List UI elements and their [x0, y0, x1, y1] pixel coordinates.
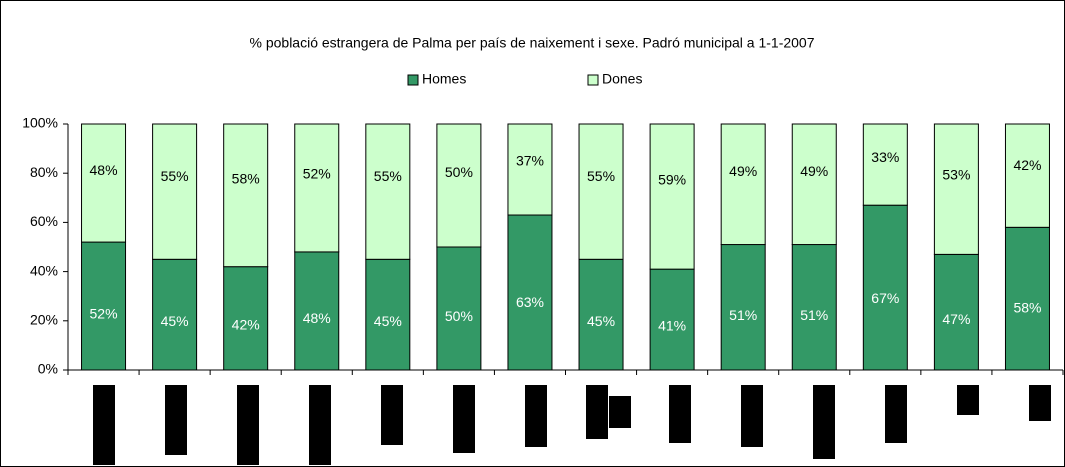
data-label: 49%: [800, 163, 828, 179]
redaction: [525, 385, 547, 447]
redaction: [741, 385, 763, 447]
redaction: [609, 396, 631, 428]
data-label: 51%: [729, 307, 757, 323]
legend-swatch: [407, 74, 419, 86]
redaction: [237, 385, 259, 465]
data-label: 55%: [374, 168, 402, 184]
bar-segment: [578, 123, 624, 260]
bar-segment: [223, 123, 269, 268]
bar-segment: [81, 241, 127, 371]
redaction: [453, 385, 475, 453]
data-label: 50%: [445, 308, 473, 324]
data-label: 42%: [232, 316, 260, 332]
data-label: 58%: [232, 171, 260, 187]
data-label: 52%: [303, 165, 331, 181]
bar-segment: [223, 266, 269, 371]
redaction: [885, 385, 907, 443]
bar-segment: [862, 204, 908, 371]
y-tick-label: 60%: [30, 213, 58, 229]
data-label: 47%: [942, 311, 970, 327]
redaction: [381, 385, 403, 445]
data-label: 33%: [871, 149, 899, 165]
redaction: [957, 385, 979, 415]
data-label: 48%: [303, 310, 331, 326]
bar-segment: [791, 123, 837, 246]
bar-segment: [720, 244, 766, 371]
bar-segment: [365, 123, 411, 260]
redaction: [1029, 385, 1051, 421]
bar-segment: [507, 214, 553, 371]
bar-segment: [791, 244, 837, 371]
bar-segment: [507, 123, 553, 216]
redactions: [93, 385, 1051, 465]
data-label: 45%: [587, 313, 615, 329]
data-label: 63%: [516, 294, 544, 310]
redaction: [813, 385, 835, 459]
bar-segment: [294, 123, 340, 253]
y-tick-label: 80%: [30, 164, 58, 180]
legend-swatch: [587, 74, 599, 86]
bar-segment: [933, 123, 979, 255]
data-label: 53%: [942, 166, 970, 182]
bar-segment: [862, 123, 908, 206]
y-tick-label: 20%: [30, 312, 58, 328]
legend-label: Dones: [602, 71, 642, 87]
data-label: 45%: [374, 313, 402, 329]
data-label: 49%: [729, 163, 757, 179]
bar-segment: [720, 123, 766, 246]
data-label: 41%: [658, 317, 686, 333]
data-label: 51%: [800, 307, 828, 323]
redaction: [309, 385, 331, 465]
bar-segment: [81, 123, 127, 243]
data-label: 67%: [871, 290, 899, 306]
data-label: 55%: [161, 168, 189, 184]
bar-segment: [933, 253, 979, 371]
y-tick-label: 0%: [38, 361, 58, 377]
y-tick-label: 100%: [22, 115, 58, 131]
bar-segment: [365, 258, 411, 371]
data-label: 45%: [161, 313, 189, 329]
data-label: 48%: [90, 162, 118, 178]
bar-segment: [436, 123, 482, 248]
data-label: 42%: [1013, 157, 1041, 173]
bar-segment: [1004, 123, 1050, 228]
data-label: 55%: [587, 168, 615, 184]
redaction: [586, 385, 608, 439]
bar-segment: [649, 123, 695, 270]
data-label: 58%: [1013, 299, 1041, 315]
redaction: [93, 385, 115, 465]
data-label: 59%: [658, 172, 686, 188]
data-label: 37%: [516, 153, 544, 169]
chart-title: % població estrangera de Palma per país …: [250, 35, 815, 51]
data-label: 50%: [445, 164, 473, 180]
y-tick-label: 40%: [30, 262, 58, 278]
bar-segment: [649, 268, 695, 371]
legend-label: Homes: [422, 71, 466, 87]
data-label: 52%: [90, 306, 118, 322]
redaction: [165, 385, 187, 455]
redaction: [669, 385, 691, 443]
bar-segment: [436, 246, 482, 371]
bar-segment: [294, 251, 340, 371]
bar-segment: [152, 123, 198, 260]
